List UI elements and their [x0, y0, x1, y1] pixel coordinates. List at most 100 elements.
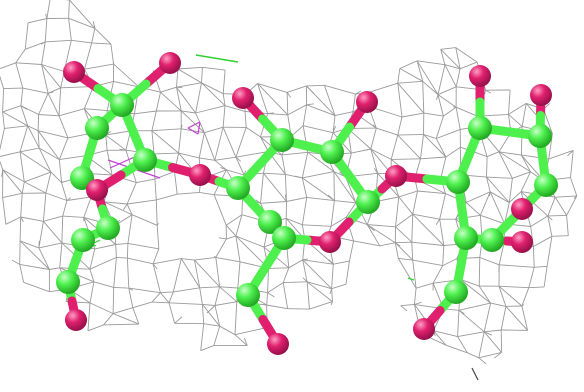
mesh-line — [202, 66, 226, 71]
annotation-line — [187, 121, 201, 129]
carbon-atom[interactable] — [534, 173, 558, 197]
mesh-line — [58, 108, 85, 117]
mesh-line — [200, 345, 214, 352]
mesh-line — [126, 258, 130, 289]
mesh-line — [127, 257, 154, 265]
mesh-line — [347, 128, 372, 150]
mesh-line — [195, 82, 202, 114]
mesh-line — [457, 331, 485, 338]
mesh-line — [390, 134, 399, 160]
mesh-line — [444, 64, 457, 88]
mesh-line — [176, 87, 182, 111]
mesh-line — [332, 115, 336, 133]
mesh-line — [423, 134, 447, 158]
mesh-line — [416, 60, 439, 95]
carbon-atom[interactable] — [480, 228, 504, 252]
oxygen-atom[interactable] — [267, 333, 289, 355]
carbon-atom[interactable] — [446, 170, 470, 194]
mesh-line — [0, 128, 5, 151]
mesh-line — [355, 90, 362, 95]
mesh-line — [466, 191, 491, 203]
mesh-line — [168, 291, 174, 303]
mesh-line — [203, 323, 220, 327]
mesh-line — [484, 329, 502, 333]
carbon-atom[interactable] — [236, 283, 260, 307]
oxygen-atom[interactable] — [511, 198, 533, 220]
mesh-line — [24, 171, 52, 183]
mesh-line — [199, 286, 220, 289]
mesh-line — [566, 195, 578, 216]
mesh-line — [455, 47, 461, 69]
mesh-line — [43, 215, 63, 222]
mesh-line — [498, 285, 523, 307]
mesh-line — [498, 242, 505, 265]
oxygen-atom[interactable] — [232, 87, 254, 109]
oxygen-atom[interactable] — [319, 231, 341, 253]
mesh-line — [302, 258, 308, 261]
carbon-atom[interactable] — [444, 280, 468, 304]
mesh-line — [302, 259, 334, 265]
mesh-line — [176, 86, 183, 89]
mesh-line — [512, 171, 531, 179]
mesh-line — [151, 130, 179, 154]
mesh-line — [38, 114, 60, 117]
mesh-line — [530, 215, 549, 227]
mesh-line — [395, 196, 400, 227]
carbon-atom[interactable] — [96, 216, 120, 240]
mesh-line — [399, 60, 418, 69]
mesh-line — [367, 224, 396, 228]
mesh-line — [213, 326, 221, 346]
mesh-line — [222, 127, 237, 158]
oxygen-atom[interactable] — [86, 179, 108, 201]
mesh-line — [89, 269, 95, 282]
mesh-line — [154, 171, 175, 180]
carbon-atom[interactable] — [320, 140, 344, 164]
mesh-line — [508, 89, 511, 115]
carbon-atom[interactable] — [71, 228, 95, 252]
mesh-line — [483, 331, 502, 353]
mesh-line — [113, 286, 129, 289]
mesh-line — [546, 236, 553, 267]
mesh-line — [176, 68, 179, 88]
mesh-line — [128, 287, 133, 291]
mesh-line — [370, 127, 377, 150]
carbon-atom[interactable] — [110, 93, 134, 117]
oxygen-atom[interactable] — [530, 84, 552, 106]
mesh-line — [87, 324, 104, 332]
oxygen-atom[interactable] — [469, 65, 491, 87]
oxygen-atom[interactable] — [356, 91, 378, 113]
mesh-line — [178, 152, 200, 159]
mesh-line — [132, 301, 153, 309]
oxygen-atom[interactable] — [63, 61, 85, 83]
carbon-atom[interactable] — [528, 124, 552, 148]
carbon-atom[interactable] — [270, 128, 294, 152]
mesh-line — [219, 286, 238, 289]
carbon-atom[interactable] — [56, 270, 80, 294]
mesh-line — [235, 236, 241, 262]
carbon-atom[interactable] — [272, 226, 296, 250]
oxygen-atom[interactable] — [385, 165, 407, 187]
carbon-atom[interactable] — [133, 148, 157, 172]
mesh-line — [199, 287, 203, 305]
mesh-line — [352, 94, 356, 112]
mesh-line — [478, 285, 491, 304]
oxygen-atom[interactable] — [189, 164, 211, 186]
mesh-line — [547, 214, 567, 217]
mesh-line — [61, 216, 64, 243]
mesh-line — [328, 259, 334, 265]
carbon-atom[interactable] — [454, 226, 478, 250]
oxygen-atom[interactable] — [65, 309, 87, 331]
carbon-atom[interactable] — [258, 210, 282, 234]
carbon-atom[interactable] — [356, 190, 380, 214]
oxygen-atom[interactable] — [159, 52, 181, 74]
carbon-atom[interactable] — [468, 116, 492, 140]
carbon-atom[interactable] — [85, 116, 109, 140]
mesh-line — [62, 215, 84, 218]
oxygen-atom[interactable] — [413, 318, 435, 340]
mesh-line — [156, 223, 159, 226]
mesh-line — [58, 137, 69, 160]
oxygen-atom[interactable] — [511, 231, 533, 253]
carbon-atom[interactable] — [226, 176, 250, 200]
